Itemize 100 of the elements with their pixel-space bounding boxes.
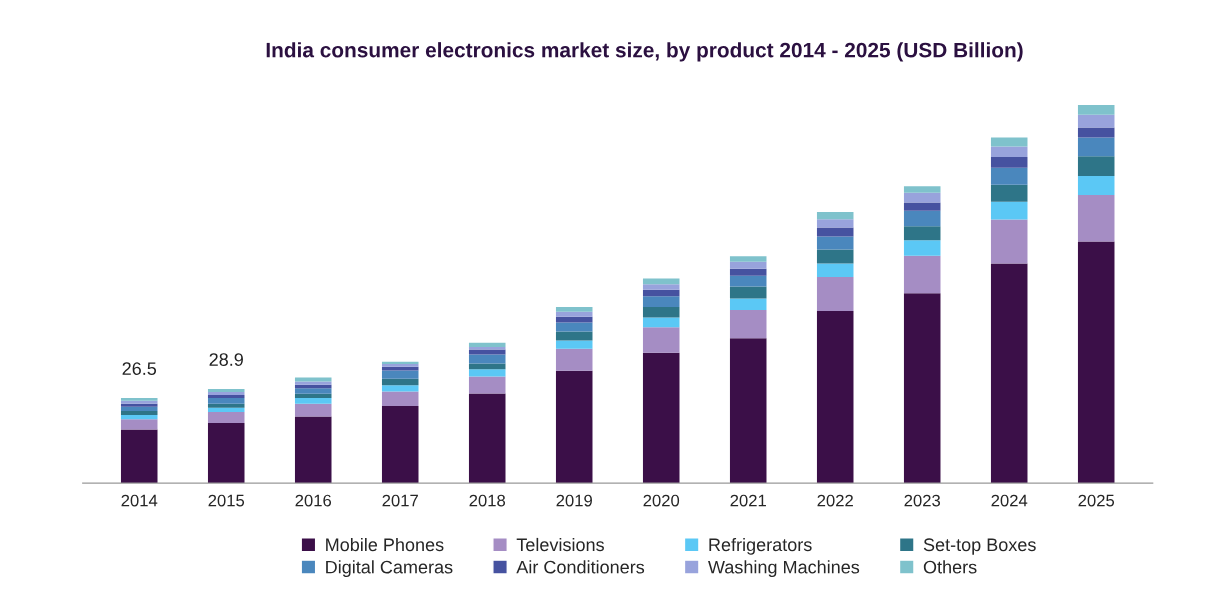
bar [729, 309, 767, 339]
bar [903, 240, 941, 256]
bar [555, 348, 593, 371]
chart-title: India consumer electronics market size, by product 2014 - 2025 (USD Billion) [266, 42, 1023, 62]
bar [816, 211, 854, 220]
bar [642, 317, 680, 328]
bar [990, 263, 1028, 484]
bar [816, 311, 854, 484]
bar [294, 393, 332, 399]
bar [816, 227, 854, 237]
bar [816, 277, 854, 312]
bar [468, 376, 506, 394]
x-tick-label: 2015 [208, 494, 245, 507]
legend-label: Air Conditioners [516, 560, 645, 574]
bar [294, 384, 332, 389]
bar [1077, 114, 1115, 128]
bar [555, 370, 593, 484]
bar [468, 342, 506, 347]
bar [1077, 104, 1115, 115]
bar [729, 256, 767, 262]
legend-label: Washing Machines [708, 560, 860, 578]
bar [555, 306, 593, 312]
bar [1077, 194, 1115, 242]
bar [294, 416, 332, 484]
bar [120, 410, 158, 416]
bar [990, 167, 1028, 185]
bar [903, 202, 941, 211]
bar [294, 398, 332, 404]
bar [642, 289, 680, 297]
x-tick-label: 2024 [991, 494, 1028, 507]
bar [816, 236, 854, 250]
bar [729, 275, 767, 287]
bar [1077, 176, 1115, 195]
bar [1077, 156, 1115, 177]
bar [120, 429, 158, 484]
bar [642, 284, 680, 290]
bar [555, 311, 593, 317]
legend-label: Mobile Phones [326, 537, 444, 552]
x-tick-label: 2021 [730, 494, 766, 507]
bar [903, 192, 941, 203]
bar [294, 388, 332, 394]
bar [816, 249, 854, 264]
bar [207, 398, 245, 404]
bar [120, 406, 158, 411]
bar [381, 391, 419, 406]
annotation: 28.9 [209, 353, 243, 366]
bar [903, 226, 941, 241]
x-tick-label: 2023 [904, 494, 941, 507]
x-tick-label: 2020 [643, 494, 680, 507]
bar [903, 186, 941, 193]
bar [990, 146, 1028, 158]
bar [381, 370, 419, 379]
legend-label: Digital Cameras [326, 560, 453, 578]
bar [468, 346, 506, 350]
bar [381, 385, 419, 392]
bar [555, 340, 593, 349]
bar [642, 306, 680, 318]
x-tick-label: 2025 [1078, 494, 1115, 507]
bar [642, 352, 680, 484]
x-tick-label: 2017 [382, 494, 418, 507]
bar [729, 286, 767, 299]
bar [1077, 127, 1115, 138]
x-tick-label: 2019 [556, 494, 592, 507]
x-tick-label: 2022 [817, 494, 853, 507]
bar [468, 369, 506, 377]
bar [555, 331, 593, 341]
bar [294, 403, 332, 417]
bar [903, 210, 941, 227]
x-tick-label: 2018 [469, 494, 506, 507]
bar [381, 378, 419, 386]
bar [990, 201, 1028, 220]
bar [207, 395, 245, 399]
bar [1077, 241, 1115, 484]
bar [729, 268, 767, 276]
bar [555, 322, 593, 332]
bar [990, 184, 1028, 202]
bar [990, 219, 1028, 264]
legend-label: Televisions [516, 537, 604, 552]
bar [903, 255, 941, 294]
bar [816, 219, 854, 228]
bar [207, 407, 245, 413]
bar [207, 412, 245, 423]
bar [468, 349, 506, 355]
bar [816, 263, 854, 277]
bar [120, 419, 158, 430]
bar [207, 403, 245, 408]
bar [729, 298, 767, 310]
bar [642, 296, 680, 307]
bar [729, 261, 767, 269]
bar [642, 327, 680, 353]
bar [468, 393, 506, 484]
legend-label: Refrigerators [709, 537, 812, 555]
bar [207, 422, 245, 484]
bar [729, 338, 767, 484]
bar [990, 157, 1028, 168]
bar [903, 293, 941, 484]
bar [468, 354, 506, 364]
bar [1077, 137, 1115, 157]
legend-label: Set-top Boxes [923, 538, 1036, 555]
x-tick-label: 2016 [295, 494, 332, 507]
